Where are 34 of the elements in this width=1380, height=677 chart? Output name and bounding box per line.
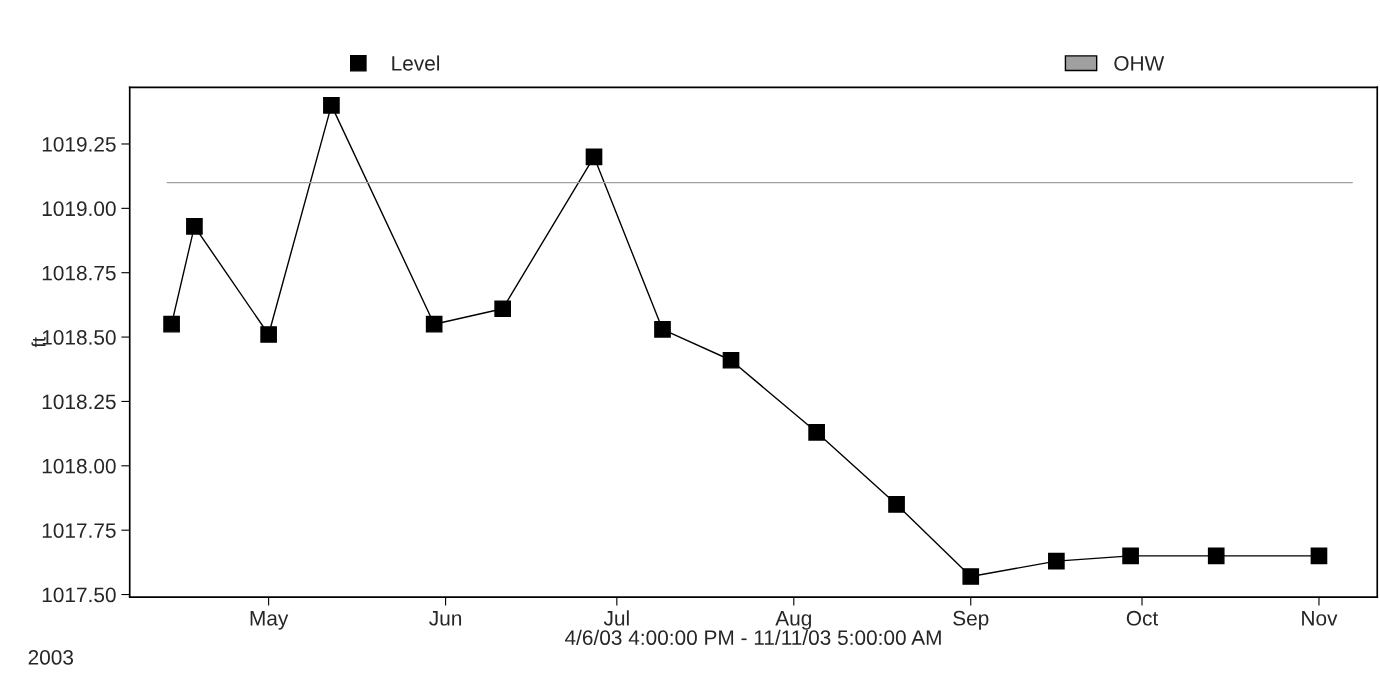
- point: [323, 97, 340, 114]
- x-tick-label: Oct: [1126, 610, 1159, 626]
- point: [186, 218, 203, 235]
- y-tick-label: 1019.00: [42, 201, 116, 217]
- y-tick-label: 1019.25: [42, 136, 116, 152]
- x-tick-label: Jul: [603, 610, 629, 626]
- point: [888, 496, 905, 513]
- x-tick-label: Jun: [429, 611, 462, 626]
- point: [1207, 547, 1225, 565]
- point: [260, 326, 277, 343]
- x-tick-label: Nov: [1302, 611, 1338, 626]
- x-tick-label: Sep: [953, 610, 989, 630]
- point: [1048, 552, 1065, 570]
- point: [722, 351, 740, 369]
- y-tick-label: 1018.75: [42, 265, 116, 281]
- y-tick-label: 1017.50: [42, 587, 116, 603]
- y-tick-label: 1017.75: [42, 523, 116, 538]
- point: [163, 315, 180, 333]
- point: [494, 300, 512, 318]
- legend-label: Level: [392, 55, 440, 71]
- y-tick-label: 1018.25: [42, 394, 116, 410]
- y-tick-label: 1018.00: [42, 458, 116, 474]
- x-tick-label: Aug: [775, 611, 811, 630]
- x-tick-label: May: [250, 611, 289, 630]
- point: [1310, 547, 1328, 565]
- x-axis-title: 4/6/03 4:00:00 PM - 11/11/03 5:00:00 AM: [564, 629, 941, 646]
- point: [962, 568, 980, 585]
- point: [654, 321, 671, 338]
- point: [1122, 547, 1139, 565]
- legend-label: OHW: [1114, 55, 1165, 71]
- point: [808, 424, 825, 441]
- point: [585, 148, 603, 166]
- point: [425, 315, 443, 333]
- text: 2003: [28, 650, 74, 665]
